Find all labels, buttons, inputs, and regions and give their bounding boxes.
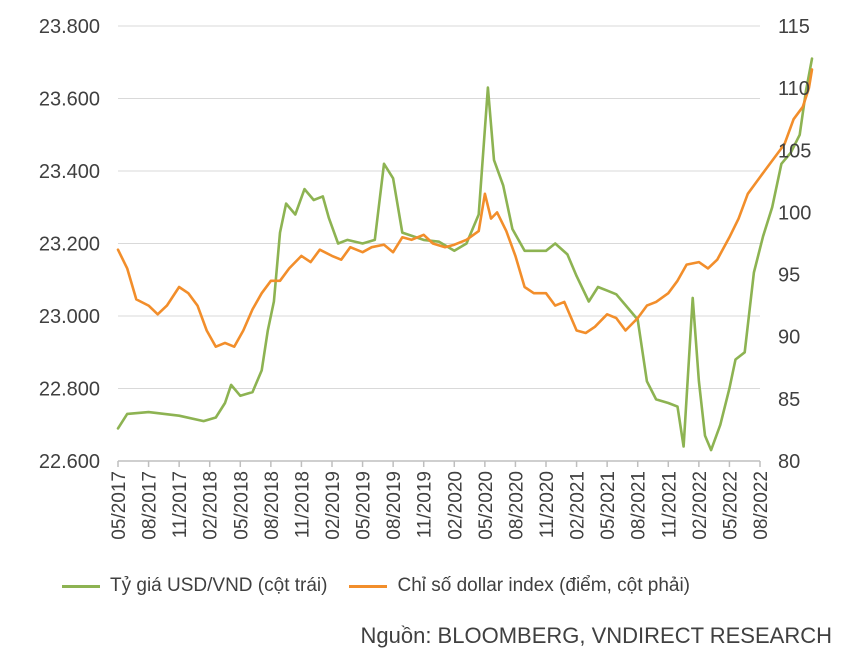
- legend-label-dollar-index: Chỉ số dollar index (điểm, cột phải): [397, 575, 691, 596]
- x-tick-label: 08/2021: [629, 471, 650, 540]
- right-tick-label: 90: [778, 327, 800, 349]
- series-line-dollar-index: [116, 68, 814, 348]
- legend: Tỷ giá USD/VND (cột trái) Chỉ số dollar …: [62, 575, 712, 597]
- x-tick-label: 02/2021: [568, 471, 589, 540]
- x-tick-label: 08/2022: [751, 471, 772, 540]
- x-tick-label: 05/2021: [598, 471, 619, 540]
- right-tick-label: 80: [778, 451, 800, 473]
- right-tick-label: 85: [778, 389, 800, 411]
- legend-item-usd-vnd: Tỷ giá USD/VND (cột trái): [62, 575, 327, 597]
- left-tick-label: 23.800: [39, 16, 100, 38]
- left-tick-label: 22.800: [39, 379, 100, 401]
- x-tick-label: 05/2019: [354, 471, 375, 540]
- x-tick-label: 05/2020: [476, 471, 497, 540]
- x-tick-label: 08/2018: [262, 471, 283, 540]
- left-tick-label: 23.000: [39, 306, 100, 328]
- right-tick-label: 105: [778, 140, 811, 162]
- legend-label-usd-vnd: Tỷ giá USD/VND (cột trái): [110, 575, 328, 596]
- right-tick-label: 100: [778, 202, 811, 224]
- left-tick-label: 23.600: [39, 89, 100, 111]
- x-tick-label: 11/2019: [415, 471, 436, 538]
- x-tick-label: 02/2020: [445, 471, 466, 540]
- line-chart: 22.600 22.800 23.000 23.200 23.400 23.600 23.8…: [39, 16, 814, 540]
- x-tick-label: 11/2018: [292, 471, 313, 538]
- left-tick-label: 22.600: [39, 451, 100, 473]
- source-note: Nguồn: BLOOMBERG, VNDIRECT RESEARCH: [360, 623, 833, 648]
- x-tick-label: 08/2017: [140, 471, 161, 540]
- series: [116, 57, 814, 452]
- x-tick-label: 08/2019: [384, 471, 405, 540]
- x-tick-label: 11/2017: [170, 471, 191, 538]
- axes: [117, 460, 761, 467]
- right-tick-label: 95: [778, 265, 800, 287]
- legend-swatch-green: [62, 584, 100, 588]
- x-tick-label: 11/2021: [659, 471, 680, 538]
- x-tick-label: 05/2022: [720, 471, 741, 540]
- x-tick-label: 08/2020: [506, 471, 527, 540]
- x-tick-label: 11/2020: [537, 471, 558, 538]
- gridlines: [118, 25, 760, 389]
- tick-labels: 22.600 22.800 23.000 23.200 23.400 23.600 23.8…: [39, 16, 812, 540]
- series-line-usd-vnd: [116, 57, 814, 452]
- x-tick-label: 02/2018: [201, 471, 222, 540]
- x-tick-label: 02/2019: [323, 471, 344, 540]
- right-tick-label: 115: [778, 16, 810, 38]
- right-tick-label: 110: [778, 78, 810, 100]
- left-tick-label: 23.200: [39, 234, 100, 256]
- x-tick-label: 02/2022: [690, 471, 711, 540]
- left-tick-label: 23.400: [39, 161, 100, 183]
- legend-swatch-orange: [349, 584, 388, 588]
- x-tick-label: 05/2017: [109, 471, 130, 540]
- x-tick-label: 05/2018: [231, 471, 252, 540]
- legend-item-dollar-index: Chỉ số dollar index (điểm, cột phải): [349, 575, 690, 597]
